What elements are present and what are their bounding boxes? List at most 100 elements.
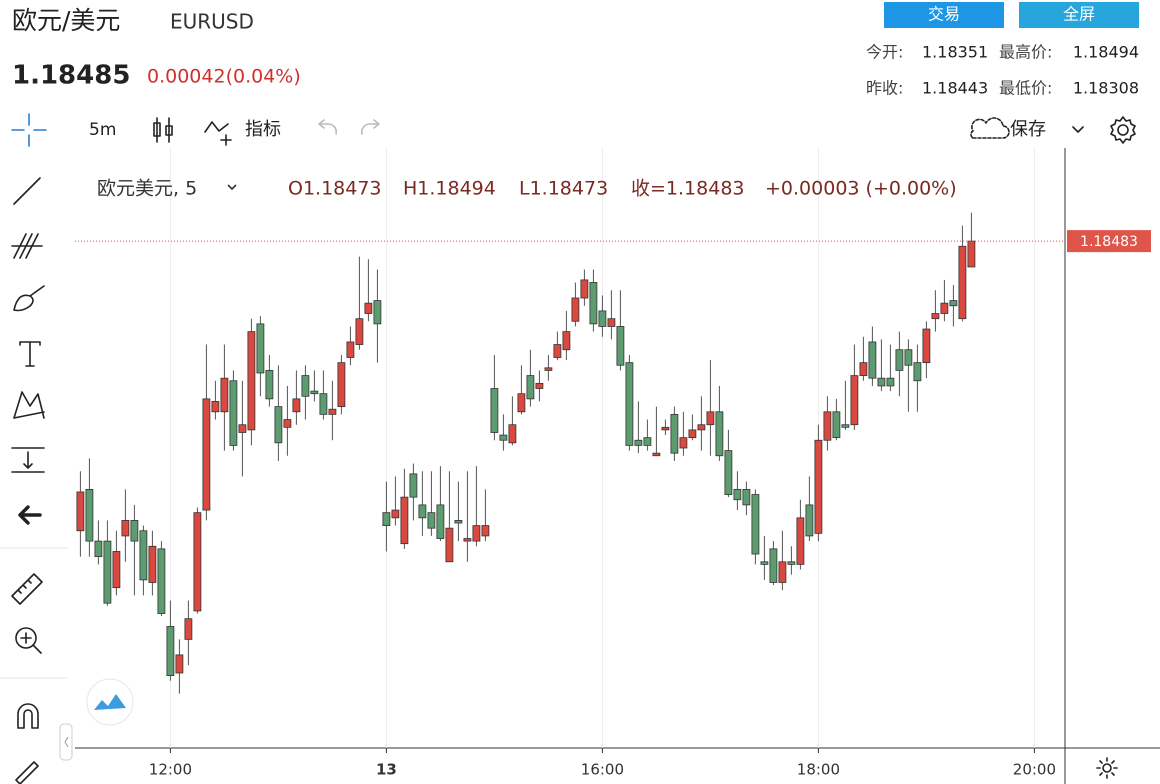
lock-tool[interactable]: [15, 761, 39, 784]
settings-button[interactable]: [1110, 116, 1136, 144]
candle-body: [562, 331, 571, 351]
trade-button[interactable]: 交易: [884, 2, 1004, 28]
collapse-arrow: [64, 736, 69, 748]
candle-body: [895, 349, 904, 371]
candle-body: [202, 398, 211, 511]
save-menu-button[interactable]: [1072, 126, 1084, 133]
candle-body: [571, 297, 580, 322]
magnet-tool[interactable]: [17, 703, 39, 729]
candle-body: [193, 512, 202, 612]
candle-body: [220, 377, 229, 413]
candle-body: [490, 388, 499, 433]
zoom-tool[interactable]: [15, 627, 42, 654]
collapse-tab[interactable]: [59, 723, 73, 761]
legend-symbol[interactable]: 欧元美元, 5: [97, 178, 197, 200]
candle-body: [292, 398, 301, 413]
candle-body: [463, 538, 472, 542]
logo[interactable]: [86, 678, 134, 726]
candle-body: [400, 496, 409, 545]
candle-body: [508, 424, 517, 444]
candle-body: [751, 494, 760, 555]
candle-body: [328, 408, 337, 415]
candle-body: [517, 393, 526, 413]
candle-body: [535, 382, 544, 389]
legend-high: H1.18494: [403, 178, 496, 200]
indicators-label: 指标: [245, 119, 281, 140]
candle-body: [373, 300, 382, 325]
candle-body: [346, 341, 355, 358]
stat-label: 今开:: [866, 43, 903, 62]
candle-body: [931, 313, 940, 320]
text-tool[interactable]: [19, 341, 41, 367]
candle-body: [103, 540, 112, 604]
hide-toolbar[interactable]: [18, 505, 42, 525]
candle-body: [823, 411, 832, 441]
candle-body: [886, 377, 895, 387]
legend-low: L1.18473: [519, 178, 608, 200]
save-button[interactable]: 保存: [970, 117, 1046, 140]
plot-area: [75, 148, 1065, 748]
stat-label: 昨收:: [866, 79, 903, 98]
left-toolbar: [11, 177, 45, 784]
candle-body: [814, 439, 823, 534]
legend-menu[interactable]: [227, 184, 237, 191]
candle-body: [877, 377, 886, 387]
candle-body: [553, 344, 562, 358]
redo-button[interactable]: [360, 119, 380, 135]
undo-button[interactable]: [318, 119, 338, 135]
candle-body: [184, 618, 193, 640]
candle-body: [409, 473, 418, 498]
candle-body: [634, 439, 643, 446]
symbol-code: EURUSD: [170, 10, 254, 34]
button-label: 全屏: [1063, 5, 1095, 24]
candle-body: [526, 375, 535, 400]
stat-value: 1.18494: [1073, 43, 1139, 62]
candle-body: [868, 341, 877, 379]
candle-body: [148, 545, 157, 583]
candle-body: [418, 504, 427, 519]
candle-body: [436, 504, 445, 539]
fib-tool[interactable]: [11, 233, 43, 259]
candle-body: [733, 488, 742, 501]
logo-mark: [94, 694, 126, 710]
stat-label: 最高价:: [999, 43, 1052, 62]
candle-body: [445, 527, 454, 563]
interval-button[interactable]: 5m: [89, 120, 116, 140]
candle-body: [796, 517, 805, 565]
stat-value: 1.18351: [922, 43, 988, 62]
ruler-tool[interactable]: [11, 573, 43, 605]
chart-type-button[interactable]: [153, 117, 173, 143]
candle-body: [94, 540, 103, 558]
candle-body: [598, 310, 607, 327]
button-bg: [884, 2, 1004, 28]
candle-body: [229, 380, 238, 446]
fullscreen-button[interactable]: 全屏: [1019, 2, 1139, 28]
axis-settings[interactable]: [1096, 757, 1118, 779]
candle-body: [499, 434, 508, 441]
candle-body: [661, 426, 670, 431]
candle-body: [742, 488, 751, 506]
indicators-button[interactable]: 指标: [204, 119, 281, 146]
candle-body: [724, 450, 733, 495]
candle-body: [391, 509, 400, 519]
crosshair-tool[interactable]: [11, 113, 47, 147]
candle-body: [139, 530, 148, 581]
projection-tool[interactable]: [11, 447, 45, 473]
candle-body: [256, 323, 265, 374]
candle-body: [625, 362, 634, 446]
candle-body: [355, 318, 364, 345]
candle-body: [967, 240, 976, 268]
candle-body: [841, 424, 850, 428]
legend-change: +0.00003 (+0.00%): [765, 178, 957, 200]
trend-line-tool[interactable]: [13, 177, 41, 205]
candle-body: [481, 525, 490, 537]
symbol-name: 欧元/美元: [12, 6, 120, 35]
candle-body: [382, 512, 391, 526]
candle-body: [859, 362, 868, 376]
candle-body: [211, 401, 220, 413]
candle-body: [958, 245, 967, 320]
x-tick-label: 13: [376, 761, 397, 779]
brush-tool[interactable]: [13, 285, 45, 312]
pattern-tool[interactable]: [13, 391, 45, 419]
x-tick-label: 16:00: [581, 761, 624, 779]
